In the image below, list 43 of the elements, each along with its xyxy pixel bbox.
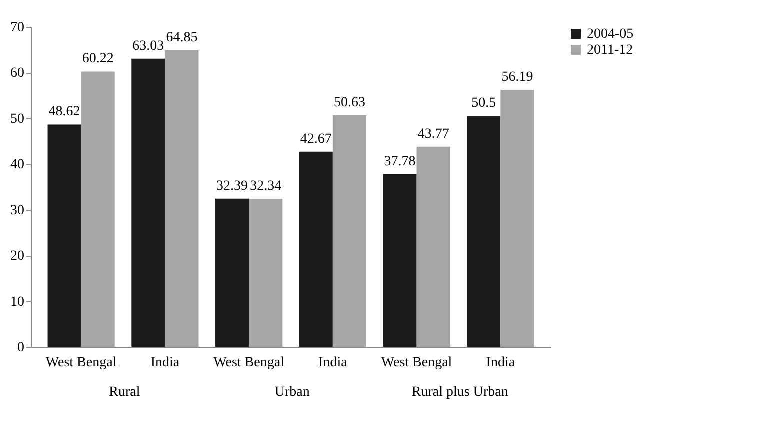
data-label: 56.19	[502, 70, 534, 86]
data-label: 50.63	[334, 96, 366, 111]
legend-label: 2011-12	[587, 43, 634, 58]
bar	[500, 90, 534, 347]
data-label: 64.85	[166, 30, 198, 46]
y-tick-label: 20	[10, 249, 24, 264]
data-label: 37.78	[384, 154, 416, 170]
x-tick-label: India	[486, 356, 516, 370]
bar	[48, 124, 82, 347]
y-tick-label: 70	[10, 20, 24, 36]
x-tick-label: India	[150, 356, 180, 370]
y-tick-label: 50	[10, 112, 24, 127]
data-label: 32.39	[216, 178, 248, 194]
bar	[383, 174, 417, 347]
y-tick-label: 60	[10, 66, 24, 82]
bar	[132, 58, 166, 347]
y-tick-label: 30	[10, 203, 24, 218]
y-tick-label: 0	[18, 340, 24, 356]
data-label: 48.62	[48, 104, 80, 120]
text: Rural	[109, 385, 140, 400]
bar	[416, 146, 450, 347]
data-label: 60.22	[82, 52, 114, 67]
x-tick-label: West Bengal	[381, 356, 452, 370]
legend-label: 2004-05	[587, 27, 634, 42]
x-tick-label: West Bengal	[46, 356, 117, 370]
data-label: 42.67	[300, 132, 332, 147]
data-label: 50.5	[472, 96, 496, 112]
bar	[467, 116, 501, 347]
bar	[249, 199, 283, 347]
bar	[165, 50, 199, 347]
bar	[299, 152, 333, 347]
text: Urban	[274, 385, 310, 400]
y-tick-label: 40	[10, 158, 24, 173]
x-tick-label: West Bengal	[214, 356, 285, 370]
data-label: 63.03	[132, 38, 164, 54]
x-tick-label: India	[318, 356, 348, 370]
bar	[81, 72, 115, 347]
data-label: 32.34	[250, 179, 282, 194]
bar	[216, 198, 250, 347]
text: Rural plus Urban	[412, 385, 508, 400]
y-tick-label: 10	[10, 294, 24, 310]
data-label: 43.77	[418, 126, 450, 142]
bar	[332, 116, 366, 347]
